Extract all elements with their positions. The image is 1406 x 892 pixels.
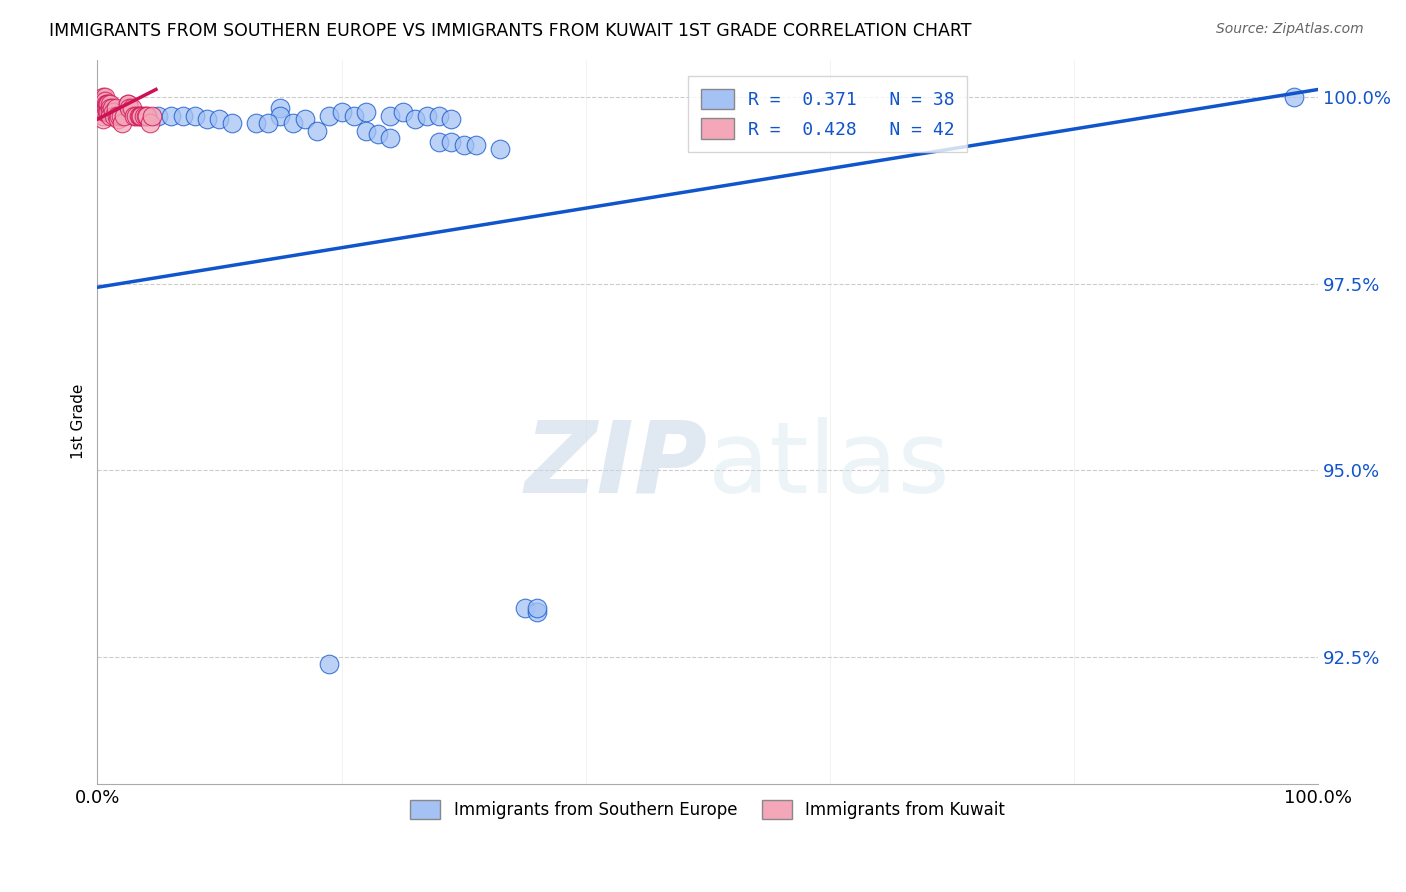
Point [121,101,143,115]
Point [354,104,377,119]
Point [195,112,218,127]
Point [93,101,115,115]
Point [427,135,450,149]
Point [391,104,413,119]
Legend: Immigrants from Southern Europe, Immigrants from Kuwait: Immigrants from Southern Europe, Immigra… [404,794,1012,826]
Point [117,97,139,112]
Point [184,109,207,123]
Point [141,109,163,123]
Point [111,109,134,123]
Point [132,109,155,123]
Point [108,109,131,123]
Text: atlas: atlas [707,417,949,514]
Point [464,138,486,153]
Point [1282,90,1305,104]
Point [117,97,139,112]
Point [136,109,159,123]
Point [93,94,115,108]
Point [98,97,121,112]
Point [93,109,115,123]
Y-axis label: 1st Grade: 1st Grade [72,384,86,459]
Point [94,101,117,115]
Point [526,601,548,615]
Point [96,104,118,119]
Point [110,109,132,123]
Point [97,104,120,119]
Point [125,109,148,123]
Point [112,109,135,123]
Point [148,109,170,123]
Point [101,101,124,115]
Point [380,109,402,123]
Point [135,109,157,123]
Point [354,123,377,137]
Point [294,112,316,127]
Point [93,94,115,108]
Point [98,104,121,119]
Point [97,97,120,112]
Point [107,112,129,127]
Point [139,116,162,130]
Point [307,123,329,137]
Point [103,109,125,123]
Point [330,104,353,119]
Point [269,101,291,115]
Point [245,116,267,130]
Point [208,112,231,127]
Point [93,90,115,104]
Point [93,90,115,104]
Point [416,109,439,123]
Point [129,109,152,123]
Point [94,97,117,112]
Text: IMMIGRANTS FROM SOUTHERN EUROPE VS IMMIGRANTS FROM KUWAIT 1ST GRADE CORRELATION : IMMIGRANTS FROM SOUTHERN EUROPE VS IMMIG… [49,22,972,40]
Point [98,101,121,115]
Point [453,138,475,153]
Point [111,116,134,130]
Point [440,135,463,149]
Point [98,109,121,123]
Point [172,109,194,123]
Point [513,601,536,615]
Point [281,116,304,130]
Point [128,109,150,123]
Point [440,112,463,127]
Point [489,142,512,156]
Point [93,112,115,127]
Point [93,104,115,119]
Point [318,657,340,672]
Point [367,128,389,142]
Point [343,109,366,123]
Text: Source: ZipAtlas.com: Source: ZipAtlas.com [1216,22,1364,37]
Point [104,101,127,115]
Point [122,109,145,123]
Point [103,104,125,119]
Text: ZIP: ZIP [524,417,707,514]
Point [105,109,128,123]
Point [269,109,291,123]
Point [257,116,280,130]
Point [380,131,402,145]
Point [427,109,450,123]
Point [404,112,426,127]
Point [159,109,181,123]
Point [96,97,118,112]
Point [129,109,152,123]
Point [318,109,340,123]
Point [526,605,548,619]
Point [221,116,243,130]
Point [118,101,141,115]
